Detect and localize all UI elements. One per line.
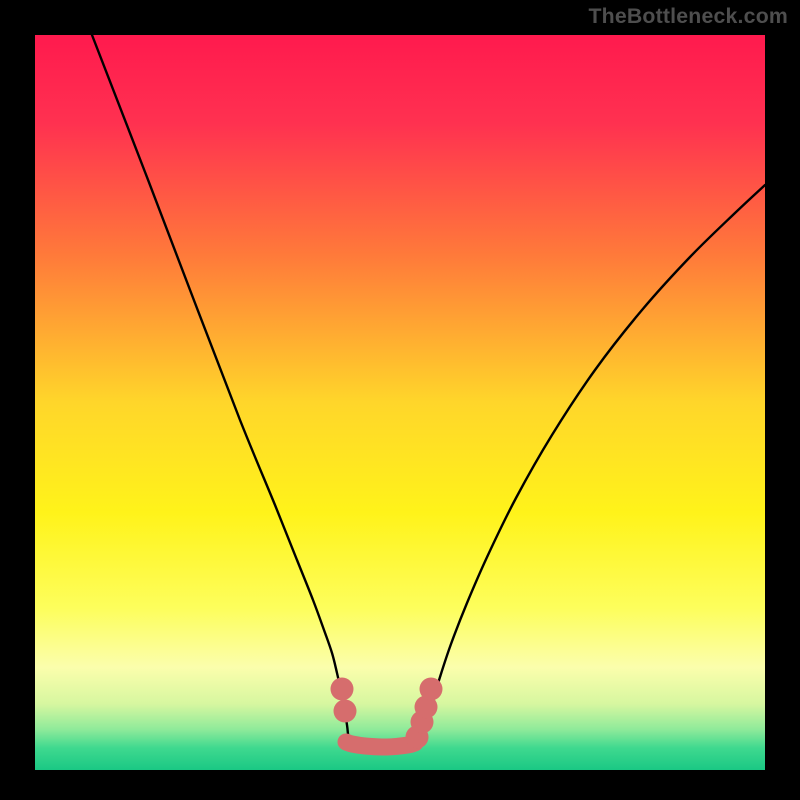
right-marker-3	[420, 678, 443, 701]
left-marker-1	[334, 700, 357, 723]
left-marker-0	[331, 678, 354, 701]
bottleneck-chart	[0, 0, 800, 800]
attribution-text: TheBottleneck.com	[588, 4, 788, 29]
plot-background	[35, 35, 765, 770]
valley-band	[346, 742, 415, 747]
chart-container: TheBottleneck.com	[0, 0, 800, 800]
